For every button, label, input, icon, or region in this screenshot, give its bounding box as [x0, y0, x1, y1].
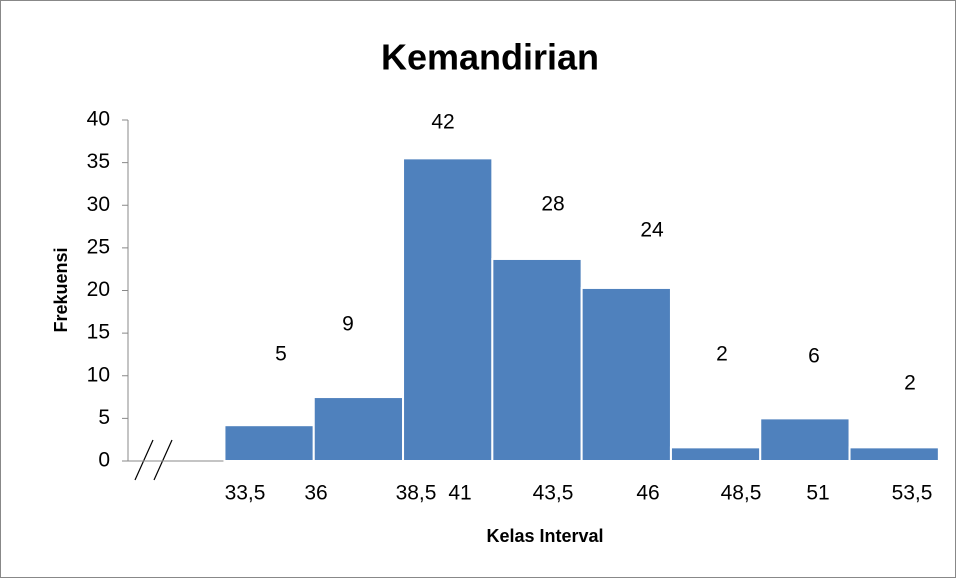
axis-break: [134, 439, 154, 481]
bar: [402, 157, 494, 463]
bar: [580, 286, 672, 462]
y-tick-label: 25: [87, 235, 110, 258]
x-tick-label: 46: [636, 482, 659, 505]
annotation: 24: [640, 219, 664, 242]
y-tick-label: 20: [87, 278, 110, 301]
x-tick-label: 43,5: [533, 482, 574, 505]
x-tick-label: 36: [304, 482, 327, 505]
annotation: 28: [541, 193, 564, 216]
x-tick-label: 41: [448, 482, 471, 505]
y-tick-label: 15: [87, 321, 110, 344]
annotation: 42: [431, 111, 454, 134]
annotation: 9: [342, 313, 354, 336]
y-tick-label: 35: [87, 150, 110, 173]
y-axis-label: Frekuensi: [51, 247, 71, 332]
bar: [759, 417, 851, 462]
x-tick-label: 48,5: [721, 482, 762, 505]
annotation: 2: [904, 372, 916, 395]
x-axis-label: Kelas Interval: [486, 526, 603, 546]
x-tick-label: 38,5: [396, 482, 437, 505]
y-tick-label: 40: [87, 108, 110, 131]
bar: [491, 257, 583, 462]
annotation: 6: [808, 345, 820, 368]
annotation: 2: [716, 343, 728, 366]
y-tick-label: 30: [87, 193, 110, 216]
bar: [223, 424, 315, 463]
x-tick-label: 33,5: [225, 482, 266, 505]
axis-break: [153, 439, 173, 481]
bar: [312, 396, 405, 462]
x-tick-label: 51: [806, 482, 829, 505]
y-tick-label: 5: [98, 406, 110, 429]
y-tick-label: 0: [98, 449, 110, 472]
bar: [669, 446, 762, 462]
bar: [848, 446, 940, 462]
chart-title: Kemandirian: [381, 37, 599, 78]
y-tick-label: 10: [87, 363, 110, 386]
x-tick-label: 53,5: [892, 482, 933, 505]
annotation: 5: [275, 343, 287, 366]
